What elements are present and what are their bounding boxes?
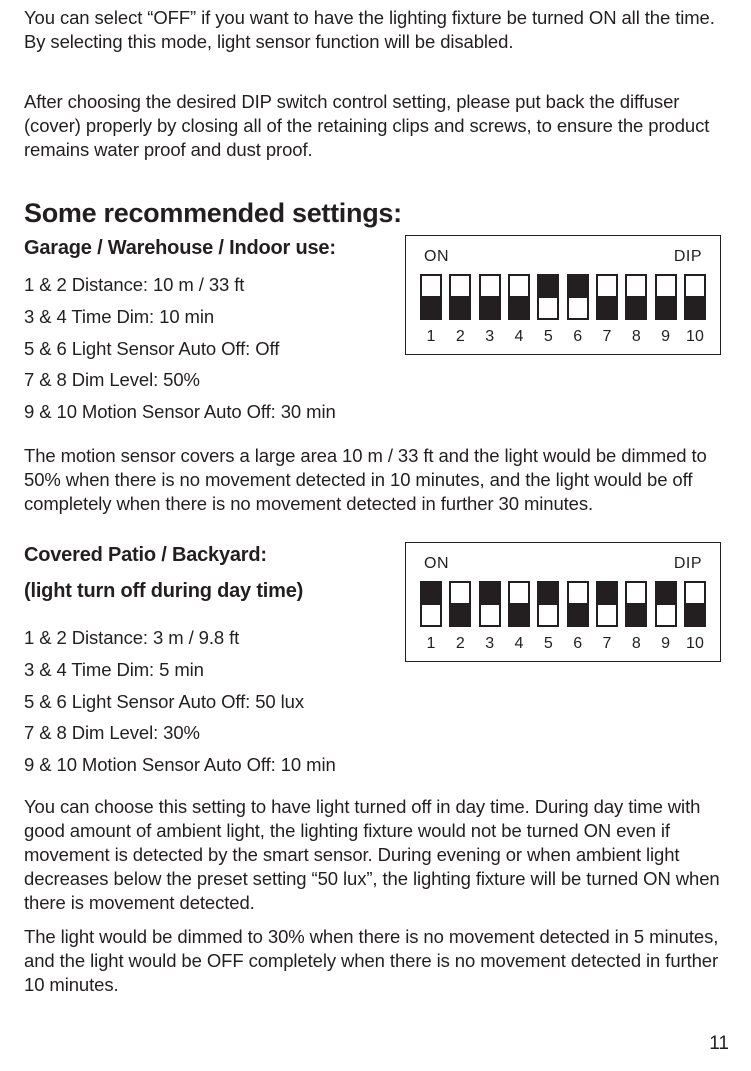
setting-item: 7 & 8 Dim Level: 50% <box>24 366 385 394</box>
dip-dip-label: DIP <box>674 555 702 573</box>
dip-switch-1 <box>420 274 442 320</box>
section-patio-settings-list: 1 & 2 Distance: 3 m / 9.8 ft 3 & 4 Time … <box>24 624 385 779</box>
section-garage-explain: The motion sensor covers a large area 10… <box>24 444 727 516</box>
dip-switch-row <box>420 581 706 627</box>
dip-switch-3 <box>479 581 501 627</box>
dip-diagram-garage: ON DIP 123456789 10 <box>405 235 721 355</box>
dip-number-label: 5 <box>537 328 559 346</box>
dip-switch-5 <box>537 274 559 320</box>
dip-on-label: ON <box>424 555 449 573</box>
setting-item: 3 & 4 Time Dim: 10 min <box>24 303 385 331</box>
dip-number-label: 2 <box>449 635 471 653</box>
dip-switch-7 <box>596 274 618 320</box>
dip-switch-8 <box>625 274 647 320</box>
dip-switch-8 <box>625 581 647 627</box>
dip-number-label: 6 <box>567 635 589 653</box>
dip-switch-3 <box>479 274 501 320</box>
dip-switch-6 <box>567 581 589 627</box>
dip-switch-4 <box>508 274 530 320</box>
dip-switch-5 <box>537 581 559 627</box>
setting-item: 9 & 10 Motion Sensor Auto Off: 30 min <box>24 398 385 426</box>
section-garage-text: Garage / Warehouse / Indoor use: 1 & 2 D… <box>24 235 385 430</box>
page-number: 11 <box>709 1033 729 1055</box>
setting-item: 5 & 6 Light Sensor Auto Off: 50 lux <box>24 688 385 716</box>
dip-dip-label: DIP <box>674 248 702 266</box>
dip-number-label: 8 <box>625 635 647 653</box>
dip-number-label: 7 <box>596 635 618 653</box>
dip-header: ON DIP <box>420 248 706 266</box>
intro-paragraph-2: After choosing the desired DIP switch co… <box>24 90 727 162</box>
dip-box: ON DIP 123456789 10 <box>405 235 721 355</box>
dip-switch-1 <box>420 581 442 627</box>
dip-switch-9 <box>655 274 677 320</box>
dip-number-label: 4 <box>508 635 530 653</box>
setting-item: 1 & 2 Distance: 3 m / 9.8 ft <box>24 624 385 652</box>
section-patio-title-1: Covered Patio / Backyard: <box>24 542 385 568</box>
dip-number-label: 8 <box>625 328 647 346</box>
dip-number-row: 123456789 10 <box>420 635 706 653</box>
dip-number-row: 123456789 10 <box>420 328 706 346</box>
dip-box: ON DIP 123456789 10 <box>405 542 721 662</box>
section-patio-text: Covered Patio / Backyard: (light turn of… <box>24 542 385 783</box>
dip-number-label: 5 <box>537 635 559 653</box>
dip-switch-2 <box>449 274 471 320</box>
dip-switch-7 <box>596 581 618 627</box>
dip-number-label: 9 <box>655 328 677 346</box>
setting-item: 1 & 2 Distance: 10 m / 33 ft <box>24 271 385 299</box>
dip-switch-row <box>420 274 706 320</box>
section-garage-title: Garage / Warehouse / Indoor use: <box>24 235 385 261</box>
dip-switch-4 <box>508 581 530 627</box>
dip-number-label: 10 <box>684 328 706 346</box>
dip-number-label: 9 <box>655 635 677 653</box>
dip-number-label: 4 <box>508 328 530 346</box>
dip-switch-10 <box>684 581 706 627</box>
section-patio-title-2: (light turn off during day time) <box>24 578 385 604</box>
setting-item: 3 & 4 Time Dim: 5 min <box>24 656 385 684</box>
dip-switch-2 <box>449 581 471 627</box>
dip-number-label: 6 <box>567 328 589 346</box>
section-garage-settings-list: 1 & 2 Distance: 10 m / 33 ft 3 & 4 Time … <box>24 271 385 426</box>
setting-item: 9 & 10 Motion Sensor Auto Off: 10 min <box>24 751 385 779</box>
section-patio: Covered Patio / Backyard: (light turn of… <box>24 542 727 783</box>
dip-number-label: 3 <box>479 635 501 653</box>
dip-on-label: ON <box>424 248 449 266</box>
dip-number-label: 3 <box>479 328 501 346</box>
recommended-heading: Some recommended settings: <box>24 198 727 229</box>
dip-diagram-patio: ON DIP 123456789 10 <box>405 542 721 662</box>
setting-item: 7 & 8 Dim Level: 30% <box>24 719 385 747</box>
section-patio-explain-2: The light would be dimmed to 30% when th… <box>24 925 727 997</box>
setting-item: 5 & 6 Light Sensor Auto Off: Off <box>24 335 385 363</box>
dip-switch-6 <box>567 274 589 320</box>
dip-number-label: 10 <box>684 635 706 653</box>
dip-number-label: 7 <box>596 328 618 346</box>
dip-number-label: 1 <box>420 635 442 653</box>
dip-switch-10 <box>684 274 706 320</box>
dip-number-label: 1 <box>420 328 442 346</box>
dip-number-label: 2 <box>449 328 471 346</box>
section-garage: Garage / Warehouse / Indoor use: 1 & 2 D… <box>24 235 727 430</box>
section-patio-explain-1: You can choose this setting to have ligh… <box>24 795 727 915</box>
dip-switch-9 <box>655 581 677 627</box>
intro-paragraph-1: You can select “OFF” if you want to have… <box>24 6 727 54</box>
dip-header: ON DIP <box>420 555 706 573</box>
